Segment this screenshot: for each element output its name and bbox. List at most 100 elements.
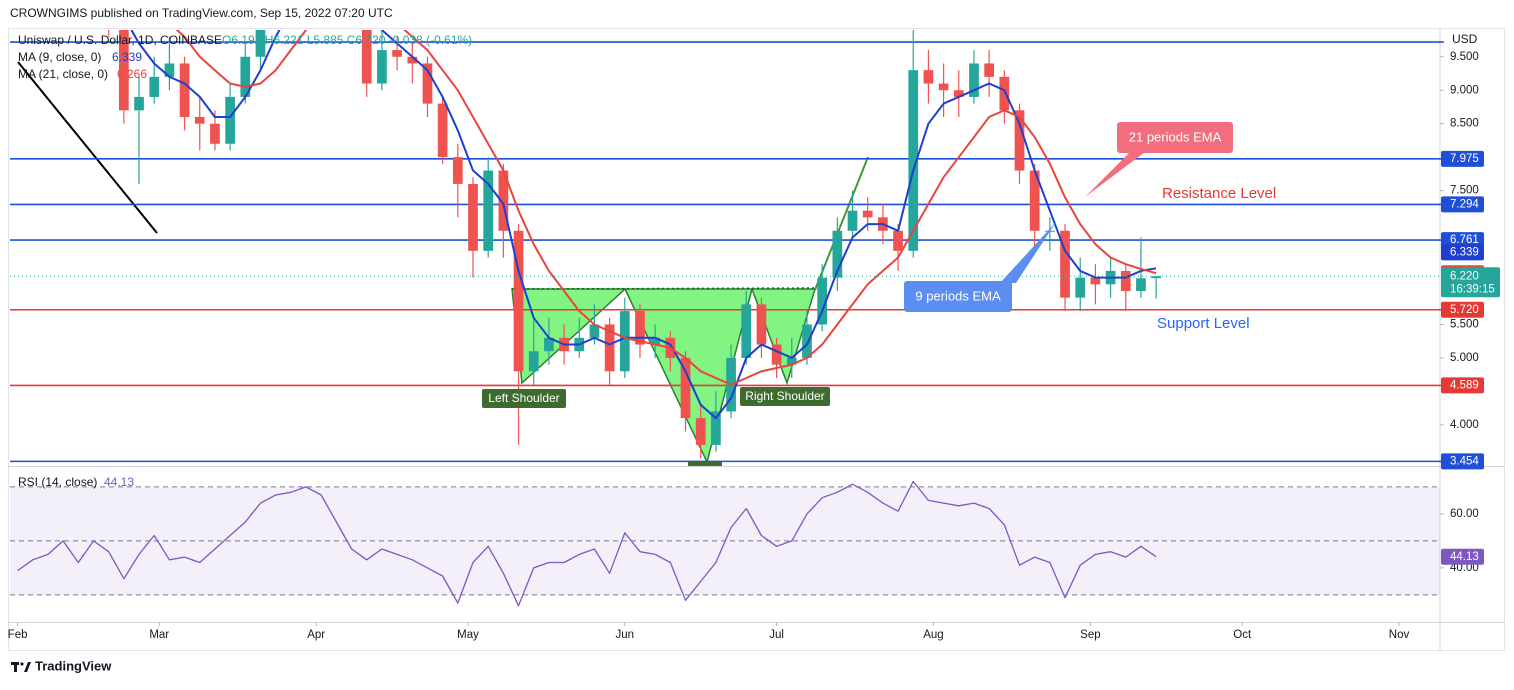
level-tag [1441,196,1484,213]
last-price-label: 6.220 [1450,270,1479,282]
level-tag-label: 6.761 [1450,234,1479,246]
candle-body [240,56,251,97]
candle-body [468,183,478,251]
y-tick-label: 5.000 [1450,352,1479,364]
y-tick-label: 60.00 [1450,508,1479,520]
head-box [688,462,722,466]
brand-name: TradingView [35,658,112,673]
candle-body [1060,230,1070,298]
y-tick-label: 4.000 [1450,419,1479,431]
candle-body [437,103,448,158]
right-shoulder-box [740,387,830,406]
candle-body [1090,277,1101,285]
candle-body [422,63,433,104]
candle-body [255,30,266,57]
x-tick-label: Jun [616,629,635,641]
candle-body [650,337,661,345]
x-tick-label: May [457,629,479,641]
rsi-tag-label: 44.13 [1450,551,1479,563]
candle-body [179,63,190,117]
currency-label: USD [1452,32,1478,46]
candle-body [392,50,402,57]
candle-body [1029,170,1040,231]
candle-body [680,357,691,419]
ema21-pointer [1085,152,1145,197]
left-shoulder-label: Left Shoulder [488,391,559,405]
ema21-box [1117,122,1233,153]
ema9-pointer [1000,222,1056,283]
axes: Feb Mar Apr May Jun Jul Aug Sep Oct Nov 4.000 5.000… [8,41,1500,641]
candle-body [361,30,372,84]
brand-icon [20,662,24,666]
candle-body [118,30,129,111]
candle-body [149,76,160,97]
candle-body [210,123,220,144]
legend-rsi-name: RSI (14, close) [18,475,97,489]
breakout-line [814,156,869,291]
candle-body [164,63,175,77]
candle-body [953,90,964,97]
candle-body [483,170,494,251]
candle-body [802,324,812,358]
candle-body [544,337,554,352]
last-price-tag [1441,267,1500,298]
level-tag-label: 5.720 [1450,304,1479,316]
candle-body [377,50,387,84]
annotations: Left Shoulder Right Shoulder 21 periods … [482,122,1276,466]
series-line [175,30,1157,386]
y-tick-label: 9.000 [1450,84,1479,96]
legend-ma21-name: MA (21, close, 0) [18,67,108,81]
x-tick-label: Feb [8,629,28,641]
y-tick-label: 40.00 [1450,562,1479,574]
symbol-title: Uniswap / U.S. Dollar, 1D, COINBASE [18,33,222,47]
ema9-label: 9 periods EMA [915,288,1001,303]
y-tick-label: 8.500 [1450,118,1479,130]
brand-icon [24,662,31,672]
legend-ma9-name: MA (9, close, 0) [18,50,101,64]
candle-body [741,304,752,358]
candle-body [893,230,903,251]
legend: Uniswap / U.S. Dollar, 1D, COINBASE O6.1… [18,32,1478,489]
x-tick-label: Oct [1233,629,1252,641]
x-tick-label: Apr [307,629,325,641]
level-tag-label: 4.589 [1450,379,1479,391]
rsi-pane [10,480,1440,607]
candle-body [999,76,1010,111]
ema21-label: 21 periods EMA [1129,129,1222,144]
x-tick-label: Aug [923,629,943,641]
right-shoulder-shape [750,288,817,386]
candle-body [786,357,797,365]
candle-body [604,324,615,372]
level-tag [1441,377,1484,394]
candle-body [1120,270,1131,291]
level-tag-label: 3.454 [1450,455,1479,467]
x-tick-label: Nov [1389,629,1410,641]
ema9-box [904,281,1012,312]
candle-body [194,117,205,124]
level-tag [1441,150,1484,167]
candle-body [862,210,873,218]
candle-body [452,157,463,184]
candle-body [832,230,843,278]
brand: TradingView [11,658,112,673]
ma-tag [1441,244,1484,261]
series-line [130,30,1157,420]
ohlc-text: O6.192 H6.221 L5.885 C6.220 -0.038 (-0.6… [222,33,472,47]
legend-rsi-value: 44.13 [104,475,134,489]
price-pane [10,30,1440,465]
candle-body [589,324,600,338]
candle-body [134,96,144,111]
candle-body [756,304,767,345]
candle-body [225,96,235,144]
level-tag-label: 7.975 [1450,153,1479,165]
candle-body [635,311,645,345]
candle-body [498,170,509,231]
candle-body [711,411,721,445]
candle-body [984,63,994,77]
y-tick-label: 5.500 [1450,318,1479,330]
candle-body [1014,110,1025,171]
candle-body [847,210,858,231]
candle-body [528,351,539,372]
candle-body [1075,277,1086,298]
